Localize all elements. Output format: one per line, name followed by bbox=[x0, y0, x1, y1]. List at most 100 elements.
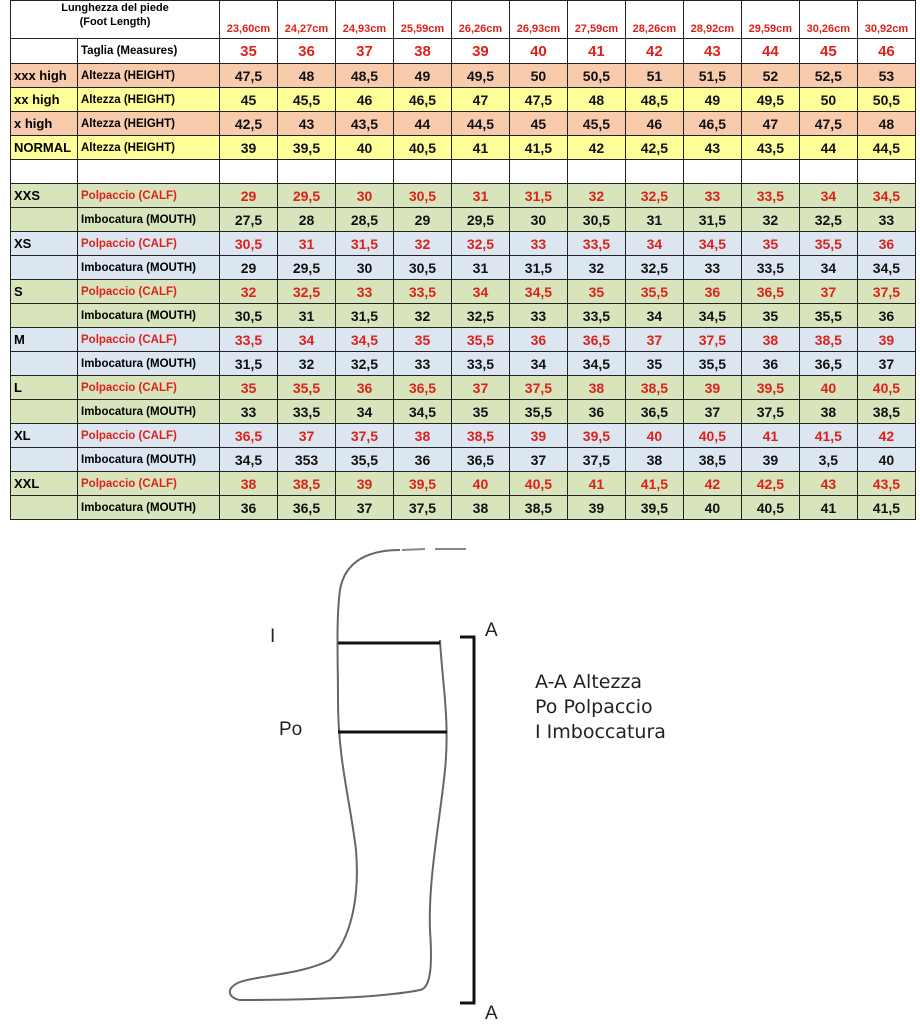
calf-row: XXL Polpaccio (CALF) 38 38,5 39 39,5 40 40,5 41 4… bbox=[10, 471, 917, 496]
legend-calf: Po Polpaccio bbox=[535, 696, 653, 718]
mouth-value-cell: 34 bbox=[508, 351, 568, 376]
mouth-value-cell: 29,5 bbox=[277, 255, 336, 280]
calf-row: S Polpaccio (CALF) 32 32,5 33 33,5 34 34,5 35 35,… bbox=[10, 279, 917, 304]
calf-value-cell: 29,5 bbox=[277, 183, 336, 208]
value-cell: 47 bbox=[740, 111, 800, 136]
mouth-value-cell: 37 bbox=[682, 399, 742, 424]
value-cell: 46,5 bbox=[392, 87, 452, 112]
group-label: XXL bbox=[10, 471, 78, 496]
mouth-value-cell: 34,5 bbox=[392, 399, 452, 424]
mouth-value-cell: 33 bbox=[508, 303, 568, 328]
value-cell: 50 bbox=[508, 63, 568, 88]
mouth-value-cell: 40 bbox=[682, 495, 742, 520]
calf-value-cell: 30,5 bbox=[219, 231, 278, 256]
calf-value-cell: 42,5 bbox=[740, 471, 800, 496]
row-label: Imbocatura (MOUTH) bbox=[76, 447, 221, 472]
foot-length-cell: 26,26cm bbox=[450, 0, 510, 39]
group-label: xx high bbox=[10, 87, 78, 112]
blank-row bbox=[10, 159, 917, 184]
group-label: XS bbox=[10, 231, 78, 256]
calf-value-cell: 31,5 bbox=[508, 183, 568, 208]
mouth-value-cell: 29 bbox=[219, 255, 278, 280]
mouth-row: Imbocatura (MOUTH) 30,5 31 31,5 32 32,5 33 33,5… bbox=[10, 303, 917, 328]
value-cell: 50 bbox=[798, 87, 858, 112]
mouth-value-cell: 35,5 bbox=[682, 351, 742, 376]
calf-value-cell: 40,5 bbox=[682, 423, 742, 448]
mouth-value-cell: 38,5 bbox=[856, 399, 917, 424]
mouth-value-cell: 39 bbox=[566, 495, 626, 520]
leg-top-edge bbox=[401, 548, 466, 551]
calf-value-cell: 33,5 bbox=[392, 279, 452, 304]
foot-length-cell: 30,26cm bbox=[798, 0, 858, 39]
value-cell: 47,5 bbox=[219, 63, 278, 88]
mouth-value-cell: 33 bbox=[856, 207, 917, 232]
mouth-value-cell: 39 bbox=[740, 447, 800, 472]
height-row: x high Altezza (HEIGHT) 42,5 43 43,5 44 44,5 45… bbox=[10, 111, 917, 136]
calf-value-cell: 36,5 bbox=[219, 423, 278, 448]
calf-value-cell: 37 bbox=[798, 279, 858, 304]
size-chart-table: Lunghezza del piede (Foot Length) 23,60cm 2… bbox=[9, 0, 917, 520]
mouth-value-cell: 35,5 bbox=[508, 399, 568, 424]
value-cell: 42,5 bbox=[624, 135, 684, 160]
mouth-value-cell: 34 bbox=[798, 255, 858, 280]
row-label: Imbocatura (MOUTH) bbox=[76, 495, 221, 520]
value-cell: 45 bbox=[508, 111, 568, 136]
calf-value-cell: 39,5 bbox=[392, 471, 452, 496]
calf-value-cell: 32,5 bbox=[624, 183, 684, 208]
mouth-row: Imbocatura (MOUTH) 34,5 353 35,5 36 36,5 37 37,… bbox=[10, 447, 917, 472]
size-cell: 37 bbox=[334, 38, 394, 64]
value-cell: 50,5 bbox=[566, 63, 626, 88]
value-cell: 46,5 bbox=[682, 111, 742, 136]
legend-mouth: I Imboccatura bbox=[535, 721, 666, 743]
calf-value-cell: 38 bbox=[392, 423, 452, 448]
label-a-top: A bbox=[485, 620, 498, 641]
mouth-value-cell: 33,5 bbox=[566, 303, 626, 328]
mouth-value-cell: 35 bbox=[740, 303, 800, 328]
mouth-value-cell: 36 bbox=[566, 399, 626, 424]
value-cell: 44 bbox=[392, 111, 452, 136]
row-label: Polpaccio (CALF) bbox=[76, 327, 221, 352]
value-cell: 46 bbox=[334, 87, 394, 112]
mouth-value-cell: 33,5 bbox=[740, 255, 800, 280]
calf-value-cell: 36 bbox=[334, 375, 394, 400]
mouth-value-cell: 29,5 bbox=[450, 207, 510, 232]
calf-value-cell: 38,5 bbox=[450, 423, 510, 448]
label-a-bottom: A bbox=[485, 1003, 498, 1024]
row-label: Polpaccio (CALF) bbox=[76, 423, 221, 448]
height-row: xx high Altezza (HEIGHT) 45 45,5 46 46,5 47 47,… bbox=[10, 87, 917, 112]
value-cell: 42 bbox=[566, 135, 626, 160]
row-label: Altezza (HEIGHT) bbox=[76, 87, 221, 112]
mouth-value-cell: 30,5 bbox=[219, 303, 278, 328]
empty-cell bbox=[334, 159, 394, 184]
calf-value-cell: 34,5 bbox=[334, 327, 394, 352]
row-label: Imbocatura (MOUTH) bbox=[76, 399, 221, 424]
calf-value-cell: 38,5 bbox=[277, 471, 336, 496]
calf-value-cell: 40 bbox=[798, 375, 858, 400]
mouth-value-cell: 32,5 bbox=[450, 303, 510, 328]
size-cell: 38 bbox=[392, 38, 452, 64]
row-label: Imbocatura (MOUTH) bbox=[76, 351, 221, 376]
calf-value-cell: 32 bbox=[566, 183, 626, 208]
foot-length-cell: 25,59cm bbox=[392, 0, 452, 39]
foot-length-cell: 26,93cm bbox=[508, 0, 568, 39]
mouth-value-cell: 32 bbox=[566, 255, 626, 280]
calf-value-cell: 37,5 bbox=[856, 279, 917, 304]
empty-cell bbox=[10, 207, 78, 232]
foot-length-cell: 30,92cm bbox=[856, 0, 917, 39]
calf-value-cell: 36 bbox=[682, 279, 742, 304]
calf-value-cell: 39 bbox=[508, 423, 568, 448]
calf-value-cell: 35,5 bbox=[277, 375, 336, 400]
mouth-value-cell: 32 bbox=[392, 303, 452, 328]
mouth-value-cell: 33,5 bbox=[277, 399, 336, 424]
size-cell: 45 bbox=[798, 38, 858, 64]
mouth-value-cell: 27,5 bbox=[219, 207, 278, 232]
mouth-value-cell: 31,5 bbox=[682, 207, 742, 232]
calf-value-cell: 34 bbox=[798, 183, 858, 208]
calf-value-cell: 36 bbox=[856, 231, 917, 256]
calf-value-cell: 34,5 bbox=[508, 279, 568, 304]
value-cell: 47,5 bbox=[508, 87, 568, 112]
mouth-value-cell: 38 bbox=[798, 399, 858, 424]
empty-cell bbox=[10, 351, 78, 376]
calf-value-cell: 34 bbox=[624, 231, 684, 256]
calf-value-cell: 35,5 bbox=[798, 231, 858, 256]
